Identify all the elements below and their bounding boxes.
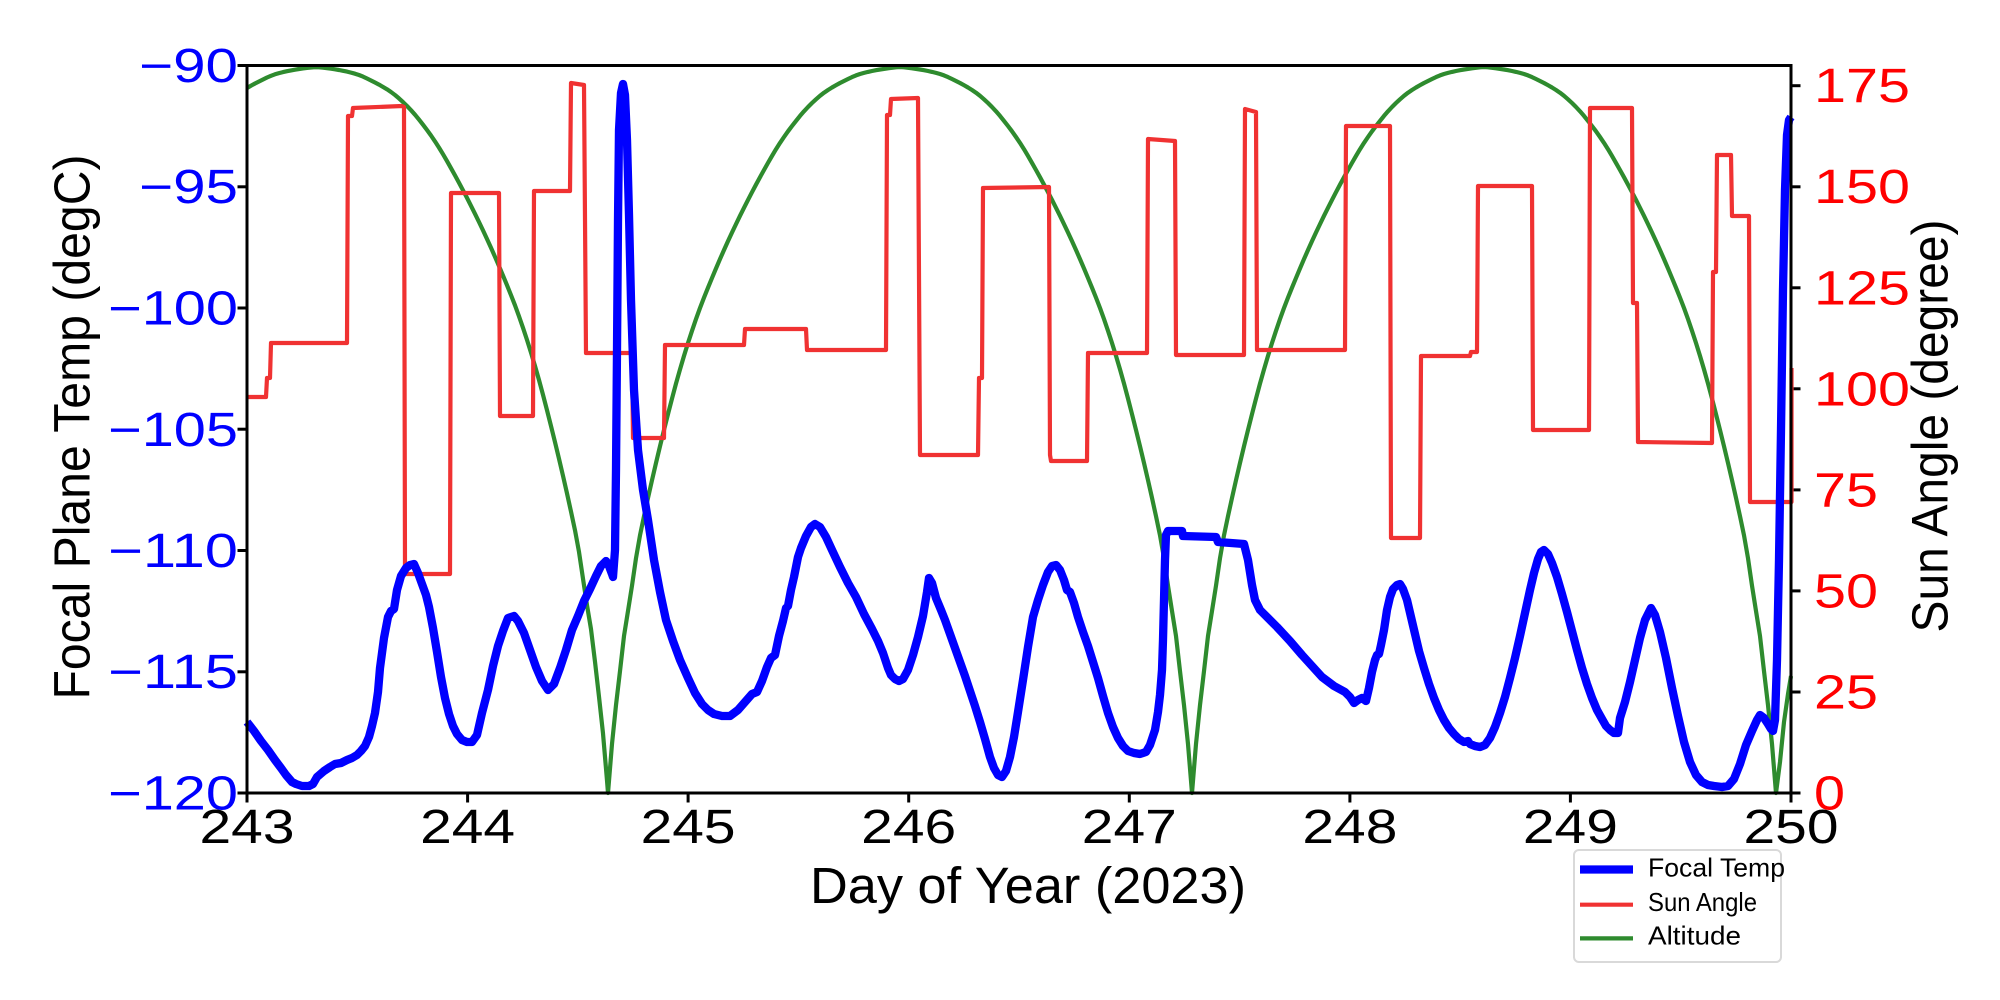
svg-text:0: 0 — [1814, 768, 1845, 821]
svg-text:244: 244 — [420, 801, 515, 854]
svg-text:−110: −110 — [108, 525, 238, 578]
svg-text:248: 248 — [1302, 801, 1397, 854]
svg-text:100: 100 — [1814, 363, 1910, 416]
svg-text:−120: −120 — [108, 768, 238, 821]
svg-text:50: 50 — [1814, 565, 1878, 618]
svg-text:−115: −115 — [108, 646, 238, 699]
svg-text:125: 125 — [1814, 262, 1910, 315]
svg-text:Sun Angle (degree): Sun Angle (degree) — [1902, 220, 1959, 633]
svg-text:250: 250 — [1744, 801, 1839, 854]
svg-text:Focal Plane Temp (degC): Focal Plane Temp (degC) — [44, 155, 101, 700]
svg-text:−100: −100 — [108, 283, 238, 336]
svg-text:Sun Angle: Sun Angle — [1648, 887, 1757, 917]
svg-text:Altitude: Altitude — [1648, 921, 1741, 951]
svg-text:175: 175 — [1814, 60, 1910, 113]
svg-text:−105: −105 — [108, 404, 238, 457]
svg-text:−95: −95 — [139, 161, 238, 214]
svg-text:75: 75 — [1814, 464, 1878, 517]
svg-text:249: 249 — [1523, 801, 1618, 854]
svg-text:247: 247 — [1082, 801, 1177, 854]
svg-text:243: 243 — [200, 801, 295, 854]
svg-text:25: 25 — [1814, 667, 1878, 720]
svg-text:−90: −90 — [139, 40, 238, 93]
svg-text:246: 246 — [861, 801, 956, 854]
svg-text:Day of Year (2023): Day of Year (2023) — [810, 857, 1246, 914]
svg-text:150: 150 — [1814, 161, 1910, 214]
svg-text:245: 245 — [641, 801, 736, 854]
svg-text:Focal Temp: Focal Temp — [1648, 852, 1785, 882]
